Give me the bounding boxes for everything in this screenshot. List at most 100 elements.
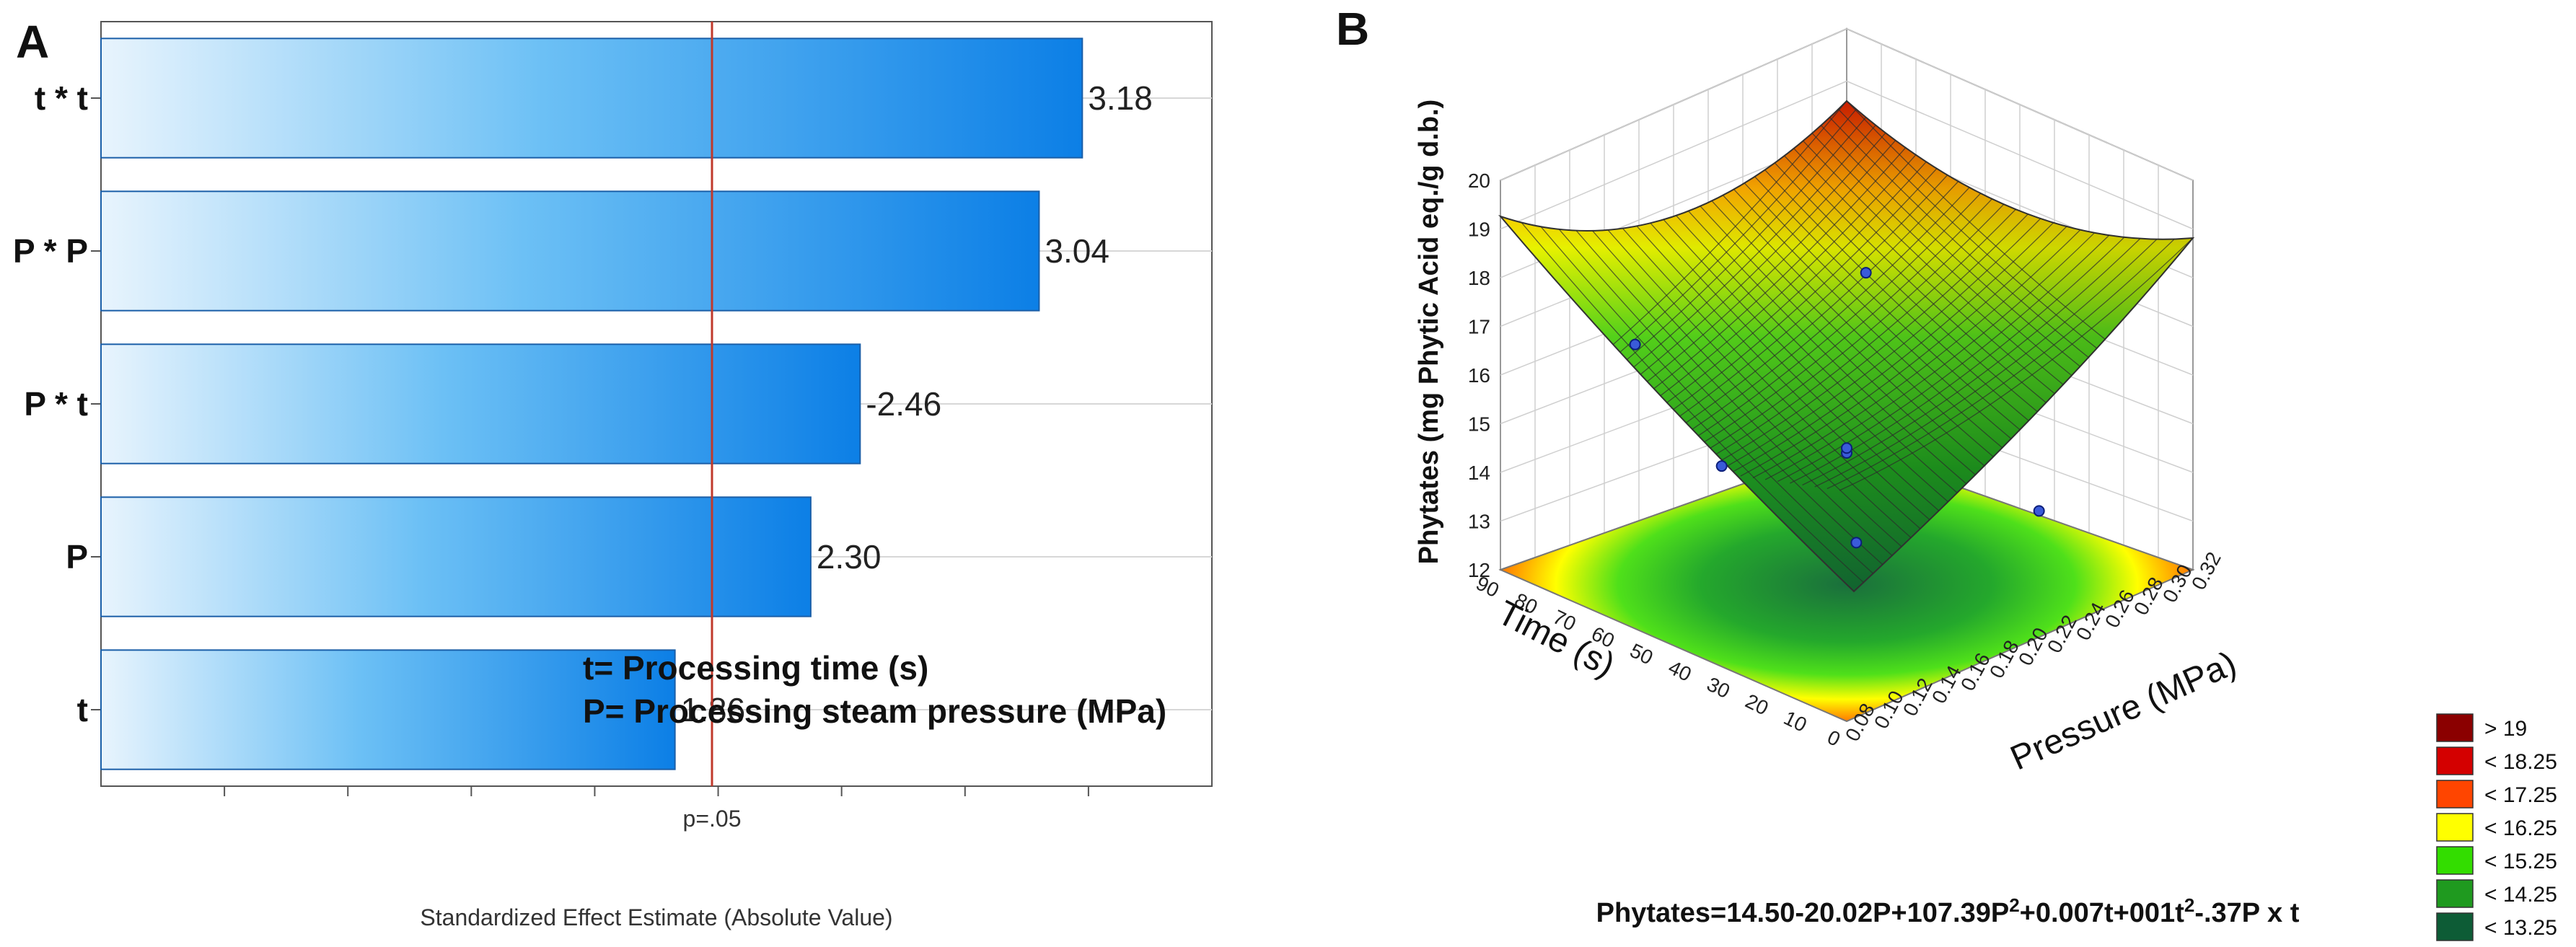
- legend-time-definition: t= Processing time (s): [583, 649, 928, 687]
- z-tick-label: 17: [1468, 316, 1490, 338]
- z-tick-label: 14: [1468, 462, 1490, 484]
- mesh-line: [1549, 199, 1904, 566]
- mesh-line: [1802, 223, 2157, 486]
- wall-level-line: [1846, 80, 2194, 230]
- panel-a-value-labels: 3.183.04-2.462.301.86: [681, 79, 1153, 728]
- mesh-line: [1661, 162, 2015, 508]
- legend-pressure-definition: P= Processing steam pressure (MPa): [583, 692, 1166, 730]
- panel-a-letter: A: [16, 16, 49, 68]
- mesh-line: [1512, 211, 1867, 586]
- time-tick-label: 20: [1742, 690, 1772, 720]
- equation-part-1: Phytates=14.50-20.02P+107.39P: [1596, 898, 2010, 928]
- mesh-line: [1586, 187, 1941, 547]
- value-label: 3.04: [1045, 232, 1109, 270]
- color-swatch: [2436, 846, 2474, 875]
- color-legend-label: < 17.25: [2484, 783, 2557, 807]
- color-swatch: [2436, 813, 2474, 842]
- mesh-line: [1740, 198, 2095, 477]
- panel-a-category-labels: t * t P * P P * t Pt: [13, 79, 88, 728]
- mesh-line: [1562, 195, 1917, 560]
- time-tick-label: 40: [1665, 656, 1695, 686]
- equation-superscript-1: 2: [2009, 894, 2019, 916]
- data-point: [1860, 267, 1872, 279]
- panel-a-x-ticks: [91, 97, 1089, 796]
- significance-label: p=.05: [683, 806, 742, 832]
- bar-t: [100, 649, 676, 770]
- surface-mesh-lines: [1500, 101, 2193, 591]
- mesh-line: [1574, 191, 1929, 553]
- color-swatch: [2436, 879, 2474, 908]
- category-label: t: [77, 691, 88, 728]
- color-legend: > 19 < 18.25 < 17.25 < 16.25 < 15.25 < 14.25 <…: [2436, 713, 2557, 941]
- z-tick-label: 19: [1468, 219, 1490, 241]
- mesh-line: [1764, 208, 2119, 480]
- color-swatch: [2436, 746, 2474, 775]
- mesh-line: [1524, 208, 1879, 579]
- mesh-line: [1653, 164, 2008, 464]
- color-legend-label: < 14.25: [2484, 883, 2557, 907]
- mesh-line: [1839, 237, 2193, 491]
- color-swatch: [2436, 780, 2474, 809]
- z-tick-label: 16: [1468, 364, 1490, 387]
- color-legend-label: < 18.25: [2484, 750, 2557, 774]
- mesh-line: [1623, 175, 1978, 528]
- mesh-line: [1648, 166, 2003, 515]
- mesh-line: [1777, 213, 2132, 483]
- equation-part-3: -.37P x t: [2194, 898, 2299, 928]
- equation-superscript-2: 2: [2184, 894, 2194, 916]
- wall-level-line: [1500, 80, 1847, 230]
- model-equation: Phytates=14.50-20.02P+107.39P2+0.007t+00…: [1596, 894, 2300, 928]
- bar-tt: [100, 38, 1083, 159]
- mesh-line: [1599, 182, 1953, 541]
- mesh-line: [1690, 179, 2045, 470]
- category-label: P * t: [24, 385, 88, 423]
- z-tick-label: 15: [1468, 413, 1490, 436]
- time-tick-label: 30: [1703, 673, 1733, 703]
- panel-b-letter: B: [1336, 3, 1369, 55]
- experimental-points: [1629, 267, 2045, 549]
- mesh-line: [1752, 203, 2107, 479]
- mesh-line: [1790, 218, 2144, 484]
- time-tick-label: 50: [1627, 639, 1657, 669]
- surface-shading: [1500, 101, 2193, 591]
- mesh-line: [1814, 227, 2169, 488]
- category-label: P * P: [13, 232, 88, 270]
- bar-p: [100, 496, 812, 617]
- z-tick-label: 20: [1468, 169, 1490, 192]
- mesh-line: [1537, 203, 1891, 573]
- value-label: 2.30: [817, 538, 882, 576]
- data-point: [1629, 338, 1641, 351]
- color-legend-label: < 16.25: [2484, 816, 2557, 840]
- value-label: 3.18: [1088, 79, 1153, 117]
- z-axis-title: Phytates (mg Phytic Acid eq./g d.b.): [1414, 100, 1444, 565]
- panel-a-x-axis-title: Standardized Effect Estimate (Absolute V…: [420, 904, 892, 930]
- wall-level-line: [1500, 28, 1847, 181]
- color-swatch: [2436, 912, 2474, 941]
- mesh-line: [1715, 188, 2070, 473]
- mesh-line: [1666, 169, 2021, 466]
- data-point: [1841, 442, 1852, 454]
- mesh-line: [1636, 170, 1990, 521]
- mesh-line: [1678, 174, 2033, 468]
- color-swatch: [2436, 713, 2474, 742]
- panel-a-bar-chart: A t * tP * PP * tPt 3.183.04-2.462.301.8…: [13, 16, 1213, 930]
- bar-pp: [100, 190, 1040, 312]
- mesh-line: [1728, 193, 2083, 475]
- category-label: P: [66, 538, 88, 576]
- data-point: [2033, 505, 2045, 517]
- bar-pt: [100, 343, 861, 464]
- category-label: t * t: [35, 79, 88, 117]
- color-legend-label: > 19: [2484, 717, 2527, 741]
- mesh-line: [1703, 183, 2057, 472]
- color-legend-label: < 13.25: [2484, 916, 2557, 940]
- z-tick-label: 13: [1468, 511, 1490, 533]
- mesh-line: [1685, 154, 2040, 495]
- mesh-line: [1827, 232, 2181, 490]
- value-label: -2.46: [866, 385, 941, 423]
- data-point: [1715, 460, 1728, 472]
- mesh-line: [1611, 179, 1966, 534]
- wall-level-line: [1846, 28, 2194, 181]
- z-axis-ticks: 12 13 14 15 16 17 18 19 20: [1468, 169, 1490, 581]
